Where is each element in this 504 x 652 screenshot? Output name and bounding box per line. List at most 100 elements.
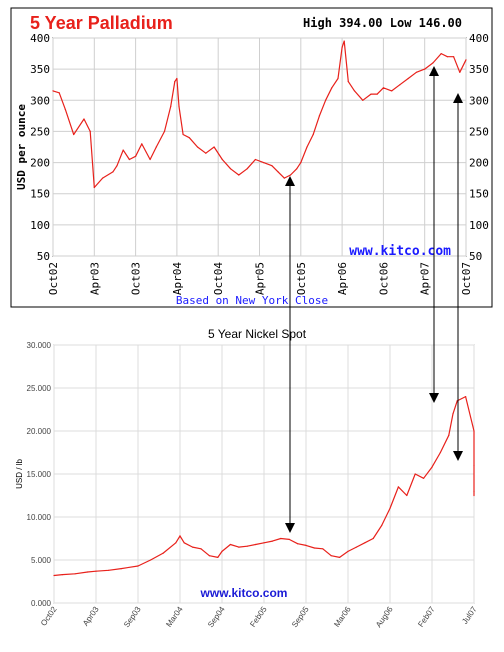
- data-point: [297, 543, 299, 545]
- data-point: [331, 87, 333, 89]
- data-point: [407, 77, 409, 80]
- data-point: [238, 174, 240, 176]
- data-point: [213, 146, 215, 148]
- data-point: [246, 168, 248, 170]
- x-tick-label: Aug06: [374, 605, 395, 630]
- data-point: [415, 71, 417, 73]
- series-lines: [52, 40, 467, 189]
- data-point: [440, 53, 442, 55]
- data-point: [93, 186, 95, 189]
- data-point: [221, 550, 223, 553]
- data-point: [122, 149, 124, 151]
- data-point: [343, 40, 345, 42]
- watermark: www.kitco.com: [200, 586, 288, 600]
- data-point: [389, 507, 391, 509]
- data-point: [376, 93, 378, 95]
- data-point: [452, 413, 454, 415]
- y-tick-label: 15.000: [27, 470, 52, 479]
- data-point: [188, 137, 190, 139]
- data-point: [277, 171, 279, 173]
- data-point: [448, 434, 450, 436]
- data-point: [406, 494, 408, 497]
- data-point: [221, 158, 223, 161]
- data-point: [325, 99, 327, 101]
- data-point: [178, 105, 180, 108]
- y-axis-right: 400 350 300 250 200 150 100 50: [469, 32, 489, 263]
- x-tick-label: Apr07: [419, 262, 432, 295]
- data-point: [283, 177, 285, 179]
- data-point: [176, 77, 178, 80]
- x-tick-label: Apr05: [254, 262, 267, 295]
- data-point: [446, 56, 448, 58]
- data-point: [318, 115, 320, 117]
- y-tick-label: 350: [469, 63, 489, 76]
- data-point: [300, 162, 302, 164]
- data-point: [473, 494, 475, 497]
- data-point: [382, 87, 384, 89]
- data-point: [217, 556, 219, 559]
- data-point: [61, 574, 64, 576]
- data-point: [254, 158, 256, 161]
- data-point: [364, 542, 366, 544]
- x-axis: Oct02 Apr03 Oct03 Apr04 Oct04 Apr05 Oct05 Apr06…: [47, 262, 473, 295]
- x-tick-label: Mar06: [332, 605, 353, 629]
- data-point: [108, 569, 110, 571]
- data-point: [128, 158, 130, 161]
- x-axis: Oct02 Apr03 Sep03 Mar04 Sep04 Feb05 Sep05 Mar06…: [39, 605, 479, 630]
- x-tick-label: Oct07: [460, 262, 473, 295]
- data-point: [135, 155, 137, 157]
- data-point: [339, 556, 341, 559]
- data-point: [120, 568, 122, 570]
- data-point: [322, 548, 324, 550]
- price-range-label: High 394.00 Low 146.00: [303, 16, 462, 30]
- data-point: [362, 99, 364, 101]
- data-point: [64, 109, 66, 111]
- y-axis: 30.000 25.000 20.000 15.000 10.000 5.000 0.000: [27, 341, 52, 608]
- x-tick-label: Oct02: [47, 262, 60, 295]
- data-point: [183, 542, 185, 544]
- y-axis-title: USD per ounce: [15, 104, 28, 190]
- data-point: [305, 544, 307, 547]
- data-point: [112, 171, 114, 173]
- x-tick-label: Oct04: [212, 262, 225, 295]
- y-tick-label: 100: [30, 219, 50, 232]
- data-point: [296, 168, 298, 170]
- data-point: [312, 133, 314, 136]
- data-point: [465, 396, 467, 398]
- data-point: [163, 130, 166, 132]
- y-tick-label: 250: [469, 125, 489, 138]
- y-tick-label: 200: [469, 157, 489, 170]
- data-point: [229, 543, 231, 546]
- y-axis-left: 400 350 300 250 200 150 100 50: [30, 32, 50, 263]
- nickel-chart: 5 Year Nickel Spot 30.000 25.000 20.000 15.…: [15, 327, 479, 629]
- data-point: [355, 546, 357, 548]
- data-point: [341, 46, 343, 48]
- data-point: [459, 71, 461, 73]
- x-tick-label: Sep04: [206, 605, 227, 630]
- data-point: [200, 548, 202, 550]
- gridlines: [52, 37, 467, 257]
- data-point: [414, 473, 416, 475]
- y-tick-label: 300: [469, 94, 489, 107]
- data-point: [74, 573, 76, 575]
- data-point: [83, 118, 85, 120]
- data-point: [347, 550, 349, 553]
- data-point: [353, 90, 356, 92]
- data-point: [432, 62, 434, 64]
- data-point: [192, 546, 194, 548]
- data-point: [95, 570, 97, 572]
- data-point: [141, 143, 143, 145]
- data-point: [205, 152, 207, 154]
- data-point: [155, 146, 157, 148]
- x-tick-label: Apr04: [171, 262, 184, 295]
- data-point: [424, 68, 426, 70]
- series-lines: [53, 396, 475, 577]
- y-tick-label: 200: [30, 157, 50, 170]
- x-tick-label: Sep03: [122, 605, 143, 630]
- y-tick-label: 0.000: [31, 599, 52, 608]
- data-point: [263, 162, 265, 164]
- data-point: [137, 565, 139, 567]
- x-tick-label: Jul07: [460, 605, 479, 626]
- data-point: [337, 77, 339, 80]
